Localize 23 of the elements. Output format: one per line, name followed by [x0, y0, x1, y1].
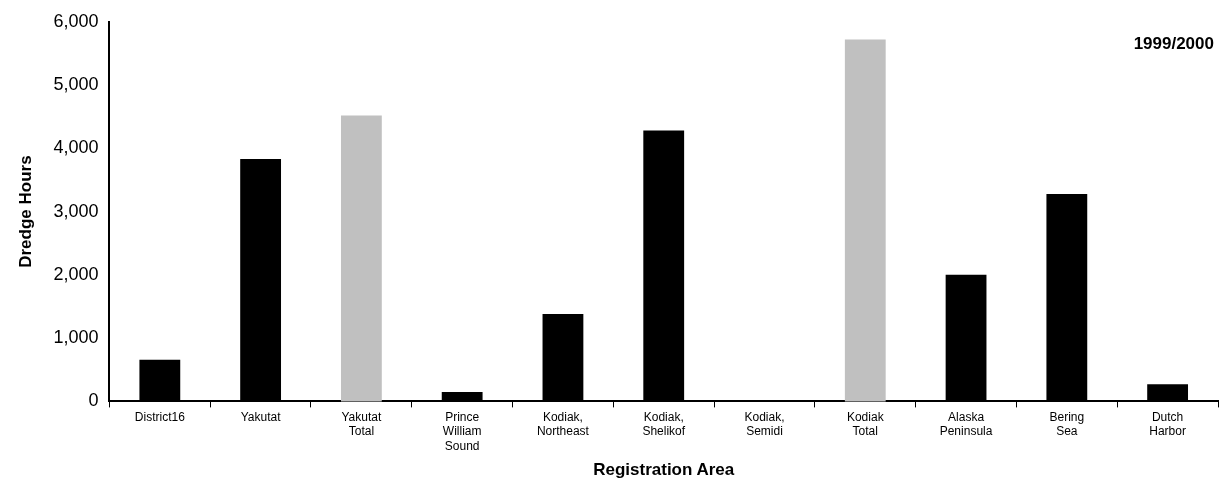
x-tick-label: Yakutat — [240, 409, 282, 424]
y-tick-label: 6,000 — [53, 10, 99, 31]
x-tick-label: District16 — [134, 409, 186, 424]
x-tick-label: Yakutat Total — [341, 409, 382, 439]
annotation: 1999/2000 — [1133, 33, 1214, 53]
x-tick-label: Kodiak, Northeast — [536, 409, 590, 439]
y-tick-label: 1,000 — [53, 327, 99, 348]
y-tick-label: 0 — [88, 390, 99, 411]
y-tick-label: 4,000 — [53, 137, 99, 158]
y-tick-label: 2,000 — [53, 263, 99, 284]
x-axis-title: Registration Area — [593, 460, 735, 480]
x-tick-label: Prince William Sound — [442, 409, 482, 453]
x-tick-label: Kodiak, Semidi — [744, 409, 785, 439]
y-tick-label: 5,000 — [53, 74, 99, 95]
y-tick-label: 3,000 — [53, 200, 99, 221]
x-tick-label: Kodiak, Shelikof — [642, 409, 686, 439]
y-axis-title: Dredge Hours — [15, 155, 35, 268]
x-tick-label: Dutch Harbor — [1149, 409, 1186, 439]
x-tick-label: Kodiak Total — [846, 409, 885, 439]
bar — [844, 39, 886, 402]
bar — [340, 115, 382, 402]
x-tick-label: Alaska Peninsula — [939, 409, 993, 439]
x-tick-label: Bering Sea — [1049, 409, 1085, 439]
